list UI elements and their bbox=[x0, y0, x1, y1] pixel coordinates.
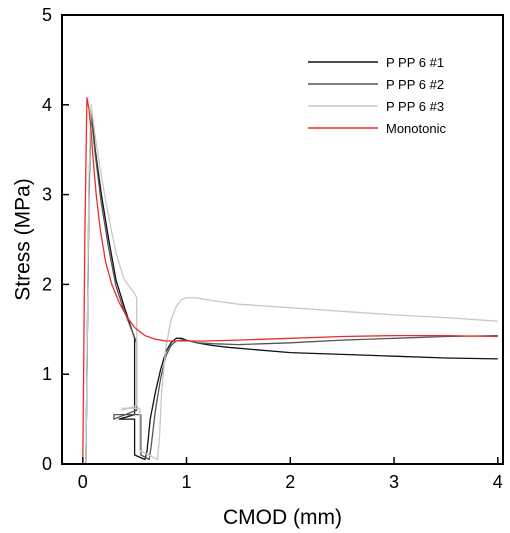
y-axis-title: Stress (MPa) bbox=[11, 178, 34, 301]
axis-ticks: 0 1 2 3 4 0 1 2 3 4 5 bbox=[42, 5, 503, 492]
y-tick-label: 5 bbox=[42, 5, 52, 25]
x-tick-label: 4 bbox=[493, 472, 503, 492]
x-tick-label: 0 bbox=[78, 472, 88, 492]
x-axis-title: CMOD (mm) bbox=[223, 506, 342, 529]
series-line-4 bbox=[82, 96, 498, 465]
series-line-3 bbox=[85, 104, 498, 465]
legend-label-2: P PP 6 #2 bbox=[386, 77, 444, 92]
y-tick-label: 3 bbox=[42, 185, 52, 205]
y-tick-label: 1 bbox=[42, 364, 52, 384]
legend-label-1: P PP 6 #1 bbox=[386, 55, 444, 70]
series-line-1 bbox=[85, 108, 498, 465]
legend: P PP 6 #1 P PP 6 #2 P PP 6 #3 Monotonic bbox=[308, 55, 446, 136]
legend-label-3: P PP 6 #3 bbox=[386, 99, 444, 114]
legend-label-4: Monotonic bbox=[386, 121, 446, 136]
y-tick-label: 4 bbox=[42, 95, 52, 115]
plot-area bbox=[82, 96, 498, 465]
x-tick-label: 1 bbox=[182, 472, 192, 492]
y-tick-label: 0 bbox=[42, 454, 52, 474]
plot-frame bbox=[61, 14, 504, 465]
y-tick-label: 2 bbox=[42, 274, 52, 294]
x-tick-label: 3 bbox=[389, 472, 399, 492]
x-tick-label: 2 bbox=[285, 472, 295, 492]
series-line-2 bbox=[85, 113, 498, 465]
